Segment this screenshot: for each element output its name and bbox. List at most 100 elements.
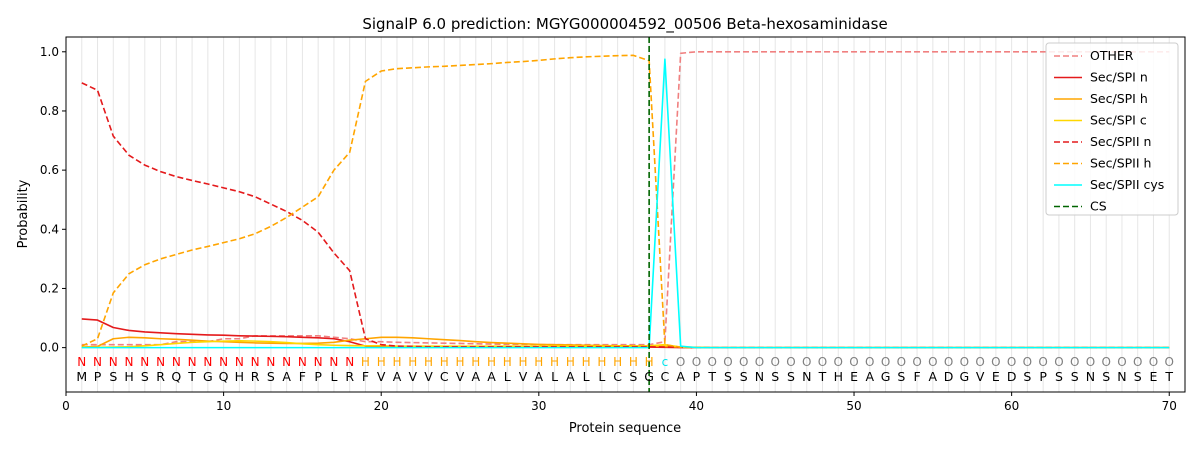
x-tick-label: 70 bbox=[1162, 399, 1177, 413]
residue-label: S bbox=[771, 369, 779, 384]
series-line-sec-spii-h bbox=[81, 54, 1170, 349]
annotation-label: O bbox=[676, 355, 685, 369]
annotation-label: H bbox=[471, 355, 480, 369]
annotation-label: H bbox=[361, 355, 370, 369]
x-tick-label: 10 bbox=[216, 399, 231, 413]
residue-label: H bbox=[834, 369, 843, 384]
residue-label: Q bbox=[219, 369, 229, 384]
annotation-label: N bbox=[282, 355, 291, 369]
series-line-sec-spii-n bbox=[81, 82, 1170, 349]
residue-label: H bbox=[235, 369, 244, 384]
residue-label: V bbox=[408, 369, 417, 384]
x-tick-label: 50 bbox=[846, 399, 861, 413]
residue-label: M bbox=[76, 369, 87, 384]
residue-label: R bbox=[156, 369, 165, 384]
annotation-label: O bbox=[834, 355, 843, 369]
annotation-label: O bbox=[755, 355, 764, 369]
annotation-label: O bbox=[881, 355, 890, 369]
annotation-label: O bbox=[975, 355, 984, 369]
annotation-label: H bbox=[487, 355, 496, 369]
residue-label: A bbox=[393, 369, 402, 384]
x-axis: 0 10 20 30 40 50 60 70 bbox=[62, 392, 1177, 413]
y-tick-label: 0.2 bbox=[40, 281, 59, 295]
x-axis-label: Protein sequence bbox=[569, 421, 681, 436]
annotation-label: N bbox=[125, 355, 134, 369]
residue-label: V bbox=[456, 369, 465, 384]
residue-label: S bbox=[141, 369, 149, 384]
x-tick-label: 60 bbox=[1004, 399, 1019, 413]
legend-label: CS bbox=[1090, 199, 1107, 214]
annotation-label: H bbox=[597, 355, 606, 369]
residue-label: V bbox=[377, 369, 386, 384]
residue-label: S bbox=[1071, 369, 1079, 384]
annotation-label: O bbox=[1165, 355, 1174, 369]
annotation-label: N bbox=[140, 355, 149, 369]
residue-label: Q bbox=[171, 369, 181, 384]
annotation-label: O bbox=[692, 355, 701, 369]
y-tick-label: 0.0 bbox=[40, 341, 59, 355]
residue-label: P bbox=[693, 369, 701, 384]
residue-label: P bbox=[1039, 369, 1047, 384]
residue-label: S bbox=[1023, 369, 1031, 384]
annotation-label: H bbox=[503, 355, 512, 369]
annotation-label: O bbox=[1133, 355, 1142, 369]
annotation-label: O bbox=[802, 355, 811, 369]
residue-label: V bbox=[424, 369, 433, 384]
annotation-label: O bbox=[1101, 355, 1110, 369]
residue-label: L bbox=[598, 369, 605, 384]
residue-label: N bbox=[802, 369, 811, 384]
residue-label: E bbox=[992, 369, 1000, 384]
residue-label: D bbox=[1007, 369, 1017, 384]
annotation-label: N bbox=[329, 355, 338, 369]
annotation-label: H bbox=[408, 355, 417, 369]
residue-label: G bbox=[960, 369, 970, 384]
annotation-label: N bbox=[172, 355, 181, 369]
residue-label: L bbox=[504, 369, 511, 384]
residue-label: C bbox=[440, 369, 449, 384]
residue-label: P bbox=[94, 369, 102, 384]
y-axis: 0.0 0.2 0.4 0.6 0.8 1.0 bbox=[40, 45, 66, 355]
annotation-label: O bbox=[1117, 355, 1126, 369]
residue-label: S bbox=[787, 369, 795, 384]
residue-label: A bbox=[866, 369, 875, 384]
annotation-label: N bbox=[93, 355, 102, 369]
residue-label: N bbox=[1117, 369, 1126, 384]
annotation-label: H bbox=[566, 355, 575, 369]
residue-label: V bbox=[519, 369, 528, 384]
annotation-label: N bbox=[77, 355, 86, 369]
annotation-label: O bbox=[1038, 355, 1047, 369]
annotation-label: O bbox=[739, 355, 748, 369]
annotation-label: O bbox=[770, 355, 779, 369]
residue-label: S bbox=[267, 369, 275, 384]
annotation-label: O bbox=[944, 355, 953, 369]
legend-label: Sec/SPII h bbox=[1090, 156, 1151, 171]
residue-label: R bbox=[251, 369, 260, 384]
y-tick-label: 0.6 bbox=[40, 163, 59, 177]
annotation-label: N bbox=[266, 355, 275, 369]
residue-label: N bbox=[1086, 369, 1095, 384]
legend-label: Sec/SPI h bbox=[1090, 91, 1148, 106]
series-line-sec-spii-cys bbox=[81, 58, 1170, 349]
annotation-label: H bbox=[629, 355, 638, 369]
annotation-label: O bbox=[865, 355, 874, 369]
residue-label: P bbox=[314, 369, 322, 384]
residue-label: T bbox=[707, 369, 716, 384]
annotation-label: N bbox=[219, 355, 228, 369]
annotation-label: H bbox=[534, 355, 543, 369]
residue-label: C bbox=[613, 369, 622, 384]
annotation-label: O bbox=[849, 355, 858, 369]
annotation-label: N bbox=[109, 355, 118, 369]
annotation-label: H bbox=[613, 355, 622, 369]
annotation-label: O bbox=[1054, 355, 1063, 369]
y-tick-label: 0.4 bbox=[40, 222, 59, 236]
residue-label: A bbox=[566, 369, 575, 384]
annotation-label: N bbox=[314, 355, 323, 369]
legend-label: OTHER bbox=[1090, 48, 1134, 63]
annotation-label: N bbox=[188, 355, 197, 369]
residue-label: A bbox=[676, 369, 685, 384]
legend-label: Sec/SPI n bbox=[1090, 70, 1148, 85]
annotation-label: N bbox=[251, 355, 260, 369]
x-tick-label: 40 bbox=[689, 399, 704, 413]
annotation-label: H bbox=[519, 355, 528, 369]
